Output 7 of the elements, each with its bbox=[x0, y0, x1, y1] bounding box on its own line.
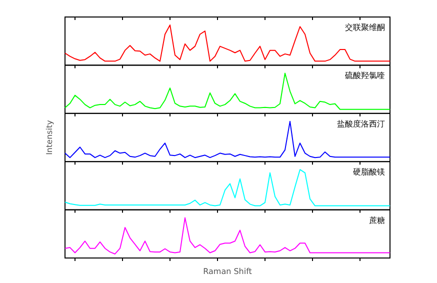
text: 蔗糖 bbox=[369, 216, 385, 225]
y-axis-title: Intensity bbox=[45, 120, 54, 155]
x-axis-title: Raman Shift bbox=[203, 267, 252, 276]
text: 硫酸羟氯喹 bbox=[345, 71, 385, 80]
text: 硬脂酸镁 bbox=[353, 168, 385, 177]
text: 交联聚维酮 bbox=[345, 23, 385, 32]
text: 盐酸度洛西汀 bbox=[337, 119, 385, 128]
